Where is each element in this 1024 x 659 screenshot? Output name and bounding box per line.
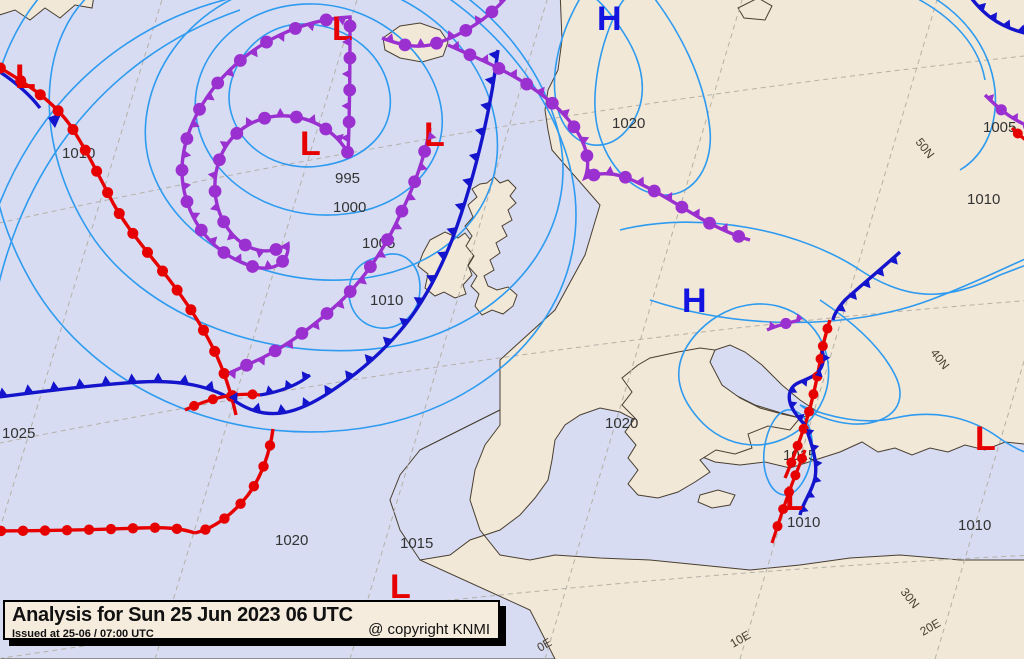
svg-text:H: H	[597, 0, 622, 38]
svg-text:L: L	[975, 420, 996, 458]
svg-text:1025: 1025	[2, 425, 35, 442]
svg-text:1015: 1015	[400, 535, 433, 552]
svg-text:L: L	[785, 480, 806, 518]
svg-text:1010: 1010	[958, 517, 991, 534]
svg-text:1010: 1010	[967, 191, 1000, 208]
svg-text:H: H	[682, 282, 707, 320]
svg-text:L: L	[300, 125, 321, 163]
svg-text:1010: 1010	[370, 292, 403, 309]
svg-text:1000: 1000	[333, 199, 366, 216]
svg-text:995: 995	[335, 170, 360, 187]
svg-text:1020: 1020	[275, 532, 308, 549]
svg-text:1005: 1005	[983, 119, 1016, 136]
svg-text:1020: 1020	[605, 415, 638, 432]
svg-text:1020: 1020	[612, 115, 645, 132]
